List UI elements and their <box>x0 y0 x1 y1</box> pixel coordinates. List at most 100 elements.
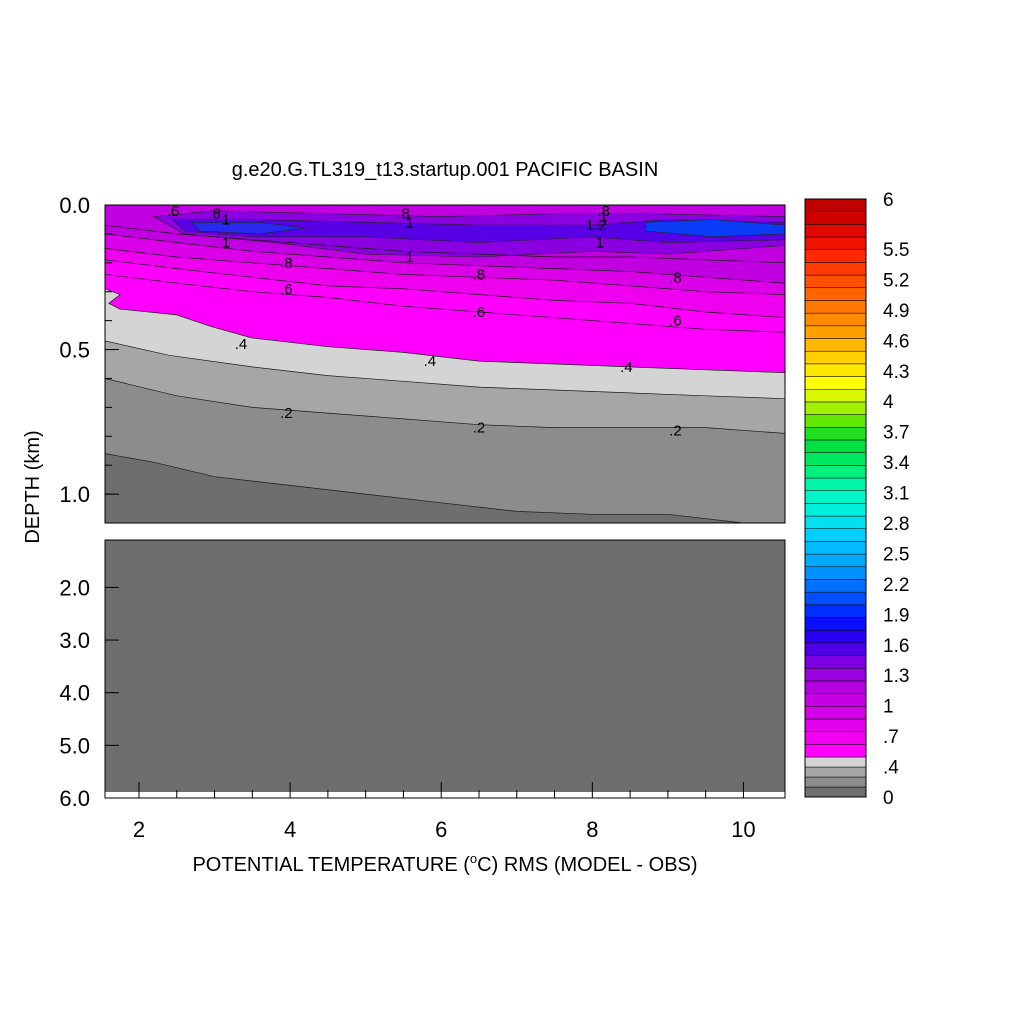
colorbar-swatch <box>804 591 867 606</box>
colorbar-label: 5.5 <box>883 240 909 261</box>
y-tick-label: 6.0 <box>59 786 90 811</box>
contour-label-12: .6 <box>473 304 486 321</box>
colorbar-swatch <box>804 731 867 745</box>
x-tick-label: 10 <box>731 817 755 842</box>
x-axis-label: POTENTIAL TEMPERATURE (oC) RMS (MODEL - … <box>192 851 697 876</box>
lower-fill <box>105 540 785 798</box>
upper-panel-fills <box>105 205 785 523</box>
lower-panel-fill <box>105 540 785 798</box>
y-axis-label: DEPTH (km) <box>22 430 44 543</box>
colorbar-swatch <box>804 566 867 580</box>
colorbar-swatch <box>804 515 867 529</box>
colorbar-swatch <box>804 744 867 758</box>
contour-label-5: .6 <box>280 281 293 298</box>
colorbar-swatch <box>804 490 867 504</box>
contour-label-10: 1 <box>405 249 413 266</box>
contour-label-2: 1 <box>222 211 230 228</box>
colorbar-swatch <box>804 325 867 339</box>
y-tick-label: 0.5 <box>59 338 90 363</box>
colorbar-swatch <box>804 401 867 415</box>
contour-label-3: 1 <box>222 235 230 252</box>
colorbar-label: 4.9 <box>883 301 909 322</box>
colorbar-swatch <box>804 528 867 542</box>
y-axis-upper: 0.0 0.5 1.0 <box>59 193 119 524</box>
y-tick-label: 3.0 <box>59 628 90 653</box>
upper-panel-contour-lines <box>105 224 785 523</box>
colorbar-swatch <box>804 718 867 732</box>
colorbar-label: 5.2 <box>883 270 909 291</box>
colorbar-label: 1.9 <box>883 605 909 626</box>
y-tick-label: 2.0 <box>59 575 90 600</box>
x-axis: 2 4 6 8 10 <box>133 782 756 842</box>
contour-label-14: .2 <box>473 420 486 437</box>
fill-blob-2 <box>191 222 306 235</box>
colorbar-swatch <box>804 224 867 238</box>
contour-label-21: .4 <box>620 359 633 376</box>
contour-label-17: 1.2 <box>586 217 607 234</box>
colorbar-swatch <box>804 236 867 250</box>
colorbar-label: 2.5 <box>883 544 909 565</box>
contour-line-8 <box>105 224 785 264</box>
colorbar-label: 1.6 <box>883 636 909 657</box>
y-axis-lower: 2.0 3.0 4.0 5.0 6.0 <box>59 575 119 811</box>
contour-label-16: 1 <box>599 209 607 226</box>
colorbar-label: 3.7 <box>883 423 909 444</box>
x-tick-label: 4 <box>284 817 296 842</box>
colorbar-swatch <box>804 541 867 555</box>
chart-title: g.e20.G.TL319_t13.startup.001 PACIFIC BA… <box>232 159 659 181</box>
colorbar-swatch <box>804 287 867 301</box>
colorbar-label: 4.6 <box>883 331 909 352</box>
colorbar-swatch <box>804 766 867 778</box>
seafloor-strip <box>105 792 785 798</box>
colorbar-swatch <box>804 553 867 568</box>
colorbar: 6 5.5 5.2 4.9 4.6 4.3 4 3.7 3.4 3.1 2.8 2.5 2.2 1.9 1.… <box>804 190 910 809</box>
colorbar-swatch <box>804 786 867 798</box>
colorbar-swatch <box>804 388 867 403</box>
colorbar-swatch <box>804 776 867 788</box>
colorbar-swatch <box>804 642 867 656</box>
contour-label-19: .8 <box>669 269 682 286</box>
x-tick-label: 8 <box>586 817 598 842</box>
colorbar-swatch <box>804 427 867 441</box>
colorbar-swatch <box>804 439 867 453</box>
colorbar-swatch <box>804 262 867 276</box>
colorbar-swatch <box>804 680 867 694</box>
colorbar-label: 3.4 <box>883 453 910 474</box>
contour-label-4: .8 <box>280 255 293 272</box>
colorbar-swatch <box>804 376 867 390</box>
colorbar-frame <box>804 198 867 798</box>
colorbar-label: 1.3 <box>883 666 909 687</box>
colorbar-swatch <box>804 655 867 669</box>
colorbar-swatch <box>804 211 867 225</box>
y-tick-label: 5.0 <box>59 733 90 758</box>
colorbar-label: 4 <box>883 392 894 413</box>
y-tick-label: 0.0 <box>59 193 90 218</box>
colorbar-label: .7 <box>883 727 899 748</box>
contour-line-1 <box>105 378 785 434</box>
colorbar-swatch <box>804 414 867 428</box>
colorbar-swatch <box>804 300 867 314</box>
colorbar-swatch <box>804 465 867 479</box>
colorbar-swatch <box>804 579 867 593</box>
colorbar-swatch <box>804 312 867 327</box>
colorbar-label: 1 <box>883 697 894 718</box>
colorbar-swatch <box>804 667 867 682</box>
contour-label-20: .6 <box>669 313 682 330</box>
colorbar-swatch <box>804 477 867 491</box>
y-tick-label: 1.0 <box>59 482 90 507</box>
colorbar-label: 6 <box>883 190 894 211</box>
colorbar-swatch <box>804 274 867 289</box>
contour-line-4 <box>105 274 785 333</box>
fill-blob-1 <box>172 219 785 243</box>
colorbar-swatch <box>804 756 867 768</box>
contour-label-1: .8 <box>208 206 221 223</box>
colorbar-label: 0 <box>883 788 894 809</box>
contour-label-7: .2 <box>280 405 293 422</box>
colorbar-swatch <box>804 198 867 212</box>
contour-label-6: .4 <box>235 336 248 353</box>
colorbar-swatch <box>804 617 867 631</box>
colorbar-swatch <box>804 706 867 720</box>
contour-label-8: .8 <box>397 206 410 223</box>
contour-label-11: .8 <box>473 266 486 283</box>
